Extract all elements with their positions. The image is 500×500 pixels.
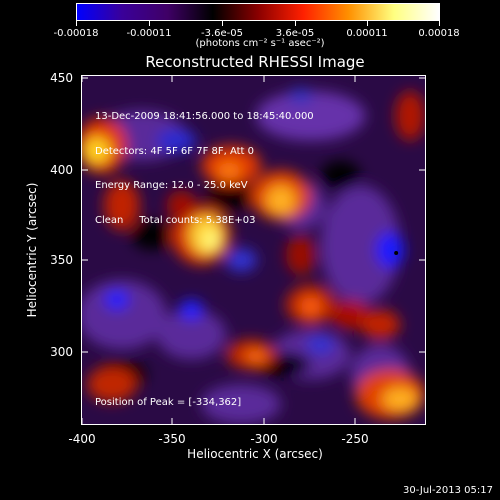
x-tick-label: -400 (68, 432, 96, 446)
colorbar-tick-label: -0.00011 (126, 28, 172, 39)
y-axis-label: Heliocentric Y (arcsec) (25, 182, 39, 318)
colorbar-tick-mark (439, 21, 440, 26)
peak-marker (394, 250, 399, 255)
solar-image-map (81, 75, 426, 425)
x-tick-label: -250 (341, 432, 369, 446)
colorbar-tick-label: 0.00011 (346, 28, 388, 39)
colorbar-tick-label: -3.6e-05 (201, 28, 243, 39)
image-title: Reconstructed RHESSI Image (145, 53, 365, 71)
y-tick-label: 450 (50, 71, 73, 85)
rhessi-heatmap (82, 76, 425, 424)
colorbar-tick-mark (222, 21, 223, 26)
info-clean: Clean Total counts: 5.38E+03 (95, 214, 256, 226)
colorbar-unit: (photons cm⁻² s⁻¹ asec⁻²) (195, 38, 325, 49)
info-detectors: Detectors: 4F 5F 6F 7F 8F, Att 0 (95, 145, 255, 157)
x-axis-label: Heliocentric X (arcsec) (187, 447, 323, 461)
x-tick-label: -300 (250, 432, 278, 446)
colorbar-tick-label: 3.6e-05 (275, 28, 315, 39)
peak-position: Position of Peak = [-334,362] (95, 397, 242, 408)
colorbar-tick-mark (149, 21, 150, 26)
y-tick-label: 400 (50, 163, 73, 177)
colorbar (76, 3, 440, 21)
observation-info: 13-Dec-2009 18:41:56.000 to 18:45:40.000… (95, 88, 314, 238)
timestamp-footer: 30-Jul-2013 05:17 (402, 485, 493, 496)
colorbar-tick-mark (295, 21, 296, 26)
y-tick-label: 350 (50, 253, 73, 267)
colorbar-tick-mark (76, 21, 77, 26)
y-tick-label: 300 (50, 345, 73, 359)
info-time: 13-Dec-2009 18:41:56.000 to 18:45:40.000 (95, 111, 314, 122)
colorbar-tick-label: -0.00018 (53, 28, 99, 39)
colorbar-tick-mark (367, 21, 368, 26)
x-tick-label: -350 (158, 432, 186, 446)
colorbar-tick-label: 0.00018 (418, 28, 460, 39)
info-energy: Energy Range: 12.0 - 25.0 keV (95, 180, 248, 191)
